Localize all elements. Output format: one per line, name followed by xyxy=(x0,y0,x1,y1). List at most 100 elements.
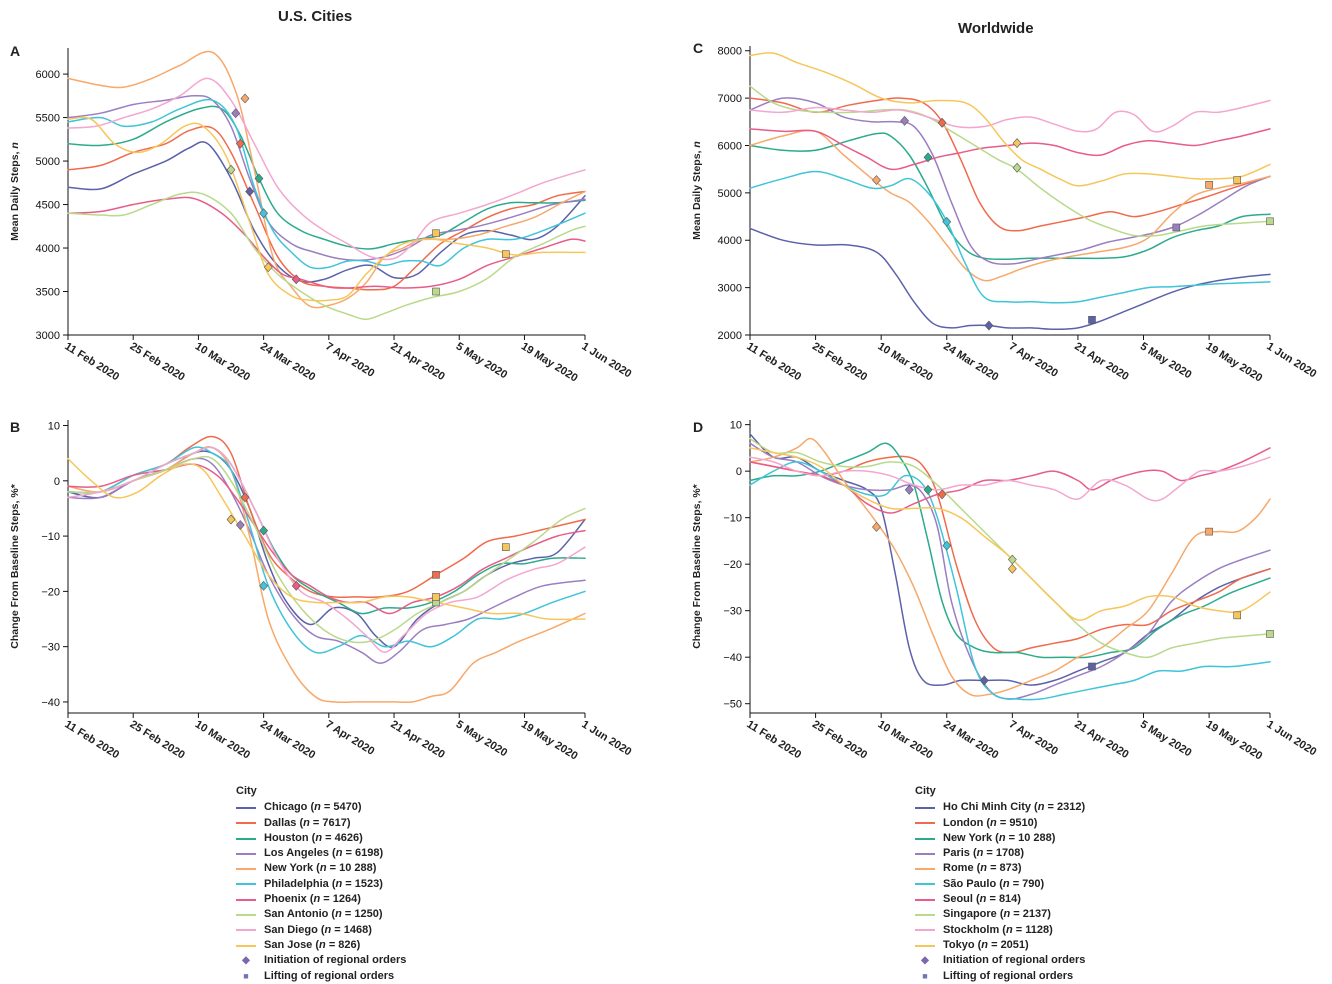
initiation-marker xyxy=(291,274,301,285)
y-tick-label: 6000 xyxy=(718,140,742,152)
series-line-paris xyxy=(749,97,1271,265)
y-tick-label: 6000 xyxy=(36,69,60,81)
series-line-london xyxy=(749,455,1271,654)
lifting-marker xyxy=(432,229,440,238)
legend-swatch xyxy=(915,868,935,871)
y-tick-label: −30 xyxy=(723,606,742,618)
legend-item: Tokyo (n = 2051) xyxy=(915,938,1085,953)
legend-label: Stockholm (n = 1128) xyxy=(943,923,1053,936)
legend-label: São Paulo (n = 790) xyxy=(943,877,1045,890)
initiation-marker xyxy=(263,262,273,273)
legend-label: New York (n = 10 288) xyxy=(264,862,377,875)
legend-label: Ho Chi Minh City (n = 2312) xyxy=(943,801,1086,814)
legend-swatch xyxy=(915,883,935,886)
worldwide-title: Worldwide xyxy=(958,20,1034,37)
x-tick-label: 24 Mar 2020 xyxy=(941,718,1000,761)
legend-item: Chicago (n = 5470) xyxy=(236,800,406,815)
y-tick-label: 0 xyxy=(736,466,742,478)
legend-label: Lifting of regional orders xyxy=(264,969,395,982)
x-tick-label: 21 Apr 2020 xyxy=(1072,718,1130,761)
initiation-marker xyxy=(1012,162,1022,173)
panel-letter: B xyxy=(10,419,20,435)
legend-swatch xyxy=(236,898,256,901)
legend-label: New York (n = 10 288) xyxy=(943,831,1056,844)
legend-label: San Antonio (n = 1250) xyxy=(264,908,383,921)
y-tick-label: 10 xyxy=(48,421,60,433)
x-tick-label: 19 May 2020 xyxy=(519,718,580,762)
legend-item: New York (n = 10 288) xyxy=(236,861,406,876)
lifting-marker xyxy=(1205,527,1213,536)
panel-c: C 2000 3000 4000 5000 6000 7000 8000 11 Feb 2020… xyxy=(691,40,1318,385)
series-line-philadelphia xyxy=(67,446,586,654)
series-line-new-york xyxy=(749,442,1271,659)
y-axis-label: Mean Daily Steps, n xyxy=(9,142,21,241)
initiation-marker xyxy=(979,675,989,686)
legend-items: Ho Chi Minh City (n = 2312) London (n = 9… xyxy=(915,800,1085,984)
legend-item: Seoul (n = 814) xyxy=(915,892,1085,907)
initiation-marker xyxy=(872,175,881,186)
lifting-marker xyxy=(1233,176,1242,184)
initiation-marker xyxy=(231,108,241,119)
legend-swatch xyxy=(236,822,256,825)
x-tick-label: 19 May 2020 xyxy=(1204,718,1265,762)
lifting-marker xyxy=(1205,181,1213,189)
y-tick-label: 3000 xyxy=(36,330,60,342)
lifting-marker xyxy=(1266,217,1274,226)
x-tick-label: 25 Feb 2020 xyxy=(128,340,187,383)
x-tick-label: 24 Mar 2020 xyxy=(941,340,1000,383)
legend-lifting-marker: ■ Lifting of regional orders xyxy=(915,969,1085,984)
legend-initiation-marker: ◆ Initiation of regional orders xyxy=(915,953,1085,968)
legend-label: Phoenix (n = 1264) xyxy=(264,893,361,906)
series-line-los-angeles xyxy=(67,95,586,262)
initiation-marker xyxy=(984,320,994,331)
x-tick-label: 5 May 2020 xyxy=(1138,340,1194,381)
legend-item: Los Angeles (n = 6198) xyxy=(236,846,406,861)
legend-item: Philadelphia (n = 1523) xyxy=(236,877,406,892)
series-line-san-diego xyxy=(67,446,586,653)
x-tick-label: 5 May 2020 xyxy=(454,718,510,759)
legend-swatch xyxy=(236,852,256,855)
x-tick-label: 1 Jun 2020 xyxy=(1264,340,1318,380)
series-line-phoenix xyxy=(67,196,586,289)
initiation-marker xyxy=(1012,138,1022,149)
legend-label: Initiation of regional orders xyxy=(264,954,407,967)
legend-swatch xyxy=(236,929,256,932)
x-tick-label: 10 Mar 2020 xyxy=(876,718,935,761)
series-line-stockholm xyxy=(749,99,1271,133)
legend-swatch xyxy=(236,806,256,809)
initiation-marker xyxy=(942,216,952,227)
legend-label: Chicago (n = 5470) xyxy=(264,801,362,814)
panel-d: D −50 −40 −30 −20 −10 0 10 11 Feb 2020 25 Feb 202… xyxy=(691,419,1318,763)
x-tick-label: 25 Feb 2020 xyxy=(810,340,869,383)
initiation-marker xyxy=(259,580,269,591)
y-tick-label: 0 xyxy=(54,476,60,488)
lifting-marker xyxy=(432,287,440,296)
lifting-marker xyxy=(1088,316,1096,324)
panel-a: A 3000 3500 4000 4500 5000 5500 6000 11 Feb 2020… xyxy=(9,43,633,385)
diamond-icon: ◆ xyxy=(242,955,250,967)
legend-swatch xyxy=(915,806,935,809)
series-line-s-o-paulo xyxy=(749,461,1271,701)
lifting-marker xyxy=(502,543,510,551)
legend-item: Singapore (n = 2137) xyxy=(915,907,1085,922)
series-line-new-york xyxy=(67,50,586,309)
legend-swatch xyxy=(915,852,935,855)
y-tick-label: 7000 xyxy=(718,93,742,105)
series-line-philadelphia xyxy=(67,98,586,270)
lifting-marker xyxy=(502,250,510,258)
x-tick-label: 1 Jun 2020 xyxy=(579,718,633,758)
legend-label: Lifting of regional orders xyxy=(943,969,1074,982)
legend-title: City xyxy=(236,785,257,797)
legend-label: Rome (n = 873) xyxy=(943,862,1022,875)
legend-swatch xyxy=(915,837,935,840)
x-tick-label: 21 Apr 2020 xyxy=(1072,340,1130,383)
y-tick-label: −40 xyxy=(41,697,60,709)
panel-b: B −40 −30 −20 −10 0 10 11 Feb 2020 25 Feb 2020 10… xyxy=(9,419,633,763)
legend-label: Dallas (n = 7617) xyxy=(264,816,351,829)
series-line-london xyxy=(749,97,1271,232)
panel-letter: A xyxy=(10,43,20,59)
legend-label: Philadelphia (n = 1523) xyxy=(264,877,383,890)
x-tick-label: 7 Apr 2020 xyxy=(1007,340,1060,379)
legend-label: Paris (n = 1708) xyxy=(943,847,1025,860)
x-tick-label: 10 Mar 2020 xyxy=(193,340,252,383)
